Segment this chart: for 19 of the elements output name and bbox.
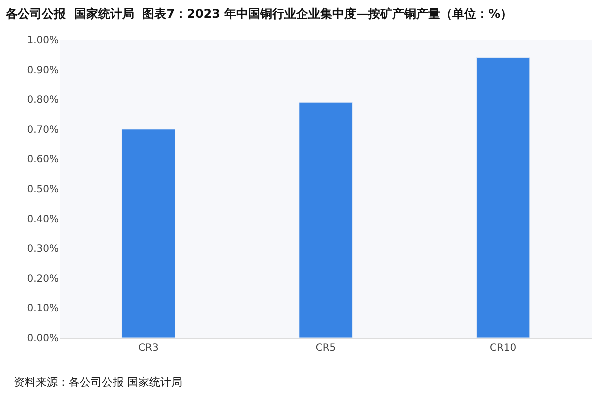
chart-title: 各公司公报 国家统计局 图表7：2023 年中国铜行业企业集中度—按矿产铜产量（单位：%）: [5, 7, 513, 22]
y-tick-label: 0.30%: [27, 244, 59, 256]
bar: [299, 102, 353, 338]
bar: [476, 58, 530, 338]
x-tick-label: CR3: [138, 343, 159, 354]
y-tick-label: 0.60%: [27, 154, 59, 166]
y-tick-label: 0.20%: [27, 274, 59, 285]
y-tick-label: 1.00%: [27, 36, 59, 46]
y-tick-label: 0.90%: [27, 65, 59, 76]
y-tick-label: 0.80%: [27, 95, 59, 106]
y-tick-label: 0.70%: [27, 124, 59, 136]
x-tick-label: CR5: [316, 343, 336, 354]
x-tick-label: CR10: [490, 343, 517, 354]
text: 资料来源：各公司公报 国家统计局: [14, 376, 182, 389]
y-tick-label: 0.50%: [27, 184, 59, 196]
bar: [122, 129, 176, 338]
y-tick-label: 0.10%: [27, 304, 59, 315]
y-tick-label: 0.00%: [27, 334, 59, 344]
y-tick-label: 0.40%: [27, 214, 59, 226]
